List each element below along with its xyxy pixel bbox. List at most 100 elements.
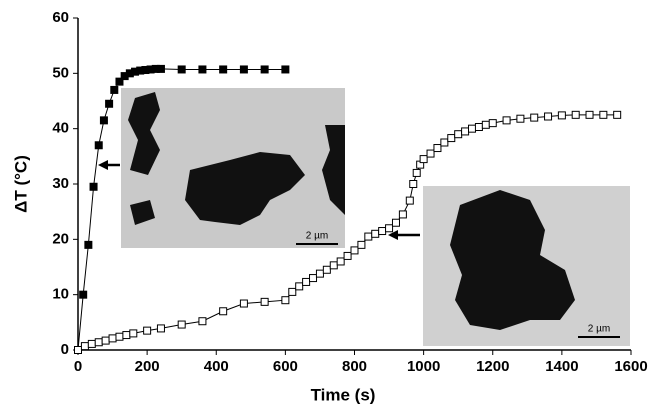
data-point: [143, 326, 152, 335]
data-point: [454, 130, 463, 139]
data-point: [409, 180, 418, 188]
data-point: [239, 299, 248, 308]
data-point: [426, 149, 435, 158]
data-point: [198, 65, 207, 74]
x-tick-label: 0: [74, 358, 82, 375]
data-point: [177, 320, 186, 329]
x-tick-label: 800: [342, 358, 367, 375]
data-point: [613, 110, 622, 119]
data-point: [94, 141, 103, 150]
data-point: [488, 119, 497, 128]
data-point: [474, 123, 483, 132]
particle: [130, 200, 155, 225]
data-point: [295, 282, 304, 291]
data-point: [502, 116, 511, 125]
data-point: [87, 339, 96, 348]
data-point: [336, 257, 345, 266]
inset-1: 2 µm: [121, 88, 345, 248]
particle: [128, 92, 160, 175]
data-point: [405, 196, 414, 205]
arrow-head: [388, 230, 398, 240]
y-tick-label: 0: [61, 341, 69, 358]
data-point: [571, 110, 580, 119]
y-tick-label: 40: [52, 120, 69, 137]
data-point: [122, 331, 131, 340]
data-point: [357, 240, 366, 249]
arrow-head: [98, 160, 108, 170]
data-point: [115, 77, 124, 86]
data-point: [288, 287, 297, 296]
data-point: [419, 155, 428, 164]
scale-label: 2 µm: [588, 324, 610, 335]
arrows: [98, 160, 420, 240]
data-point: [260, 297, 269, 306]
data-point: [110, 85, 119, 94]
x-tick-label: 400: [204, 358, 229, 375]
data-point: [129, 329, 138, 338]
data-point: [281, 65, 290, 74]
data-point: [80, 342, 89, 351]
data-point: [315, 269, 324, 278]
data-point: [99, 116, 108, 125]
data-point: [79, 290, 88, 299]
data-point: [156, 324, 165, 333]
data-point: [260, 65, 269, 74]
data-point: [309, 274, 318, 283]
x-tick-label: 1200: [476, 358, 509, 375]
data-point: [219, 65, 228, 74]
data-point: [239, 65, 248, 74]
x-tick-label: 1600: [614, 358, 647, 375]
y-tick-label: 30: [52, 175, 69, 192]
data-point: [322, 265, 331, 274]
y-tick-label: 60: [52, 9, 69, 26]
data-point: [350, 246, 359, 255]
data-point: [302, 277, 311, 286]
particle: [322, 125, 345, 215]
data-point: [412, 168, 421, 177]
data-point: [108, 334, 117, 343]
data-point: [84, 240, 93, 249]
data-point: [398, 210, 407, 219]
data-point: [516, 114, 525, 123]
data-point: [447, 134, 456, 143]
x-tick-label: 1000: [407, 358, 440, 375]
data-point: [74, 346, 82, 354]
data-point: [364, 232, 373, 241]
data-point: [89, 182, 98, 191]
data-point: [219, 307, 228, 316]
x-tick-label: 600: [273, 358, 298, 375]
data-point: [440, 138, 449, 147]
data-point: [115, 332, 124, 341]
inset-2: 2 µm: [423, 186, 630, 346]
particle: [450, 190, 575, 330]
y-tick-label: 50: [52, 64, 69, 81]
x-tick-label: 1400: [545, 358, 578, 375]
data-point: [544, 112, 553, 121]
data-point: [105, 99, 114, 108]
data-point: [433, 144, 442, 153]
y-tick-label: 10: [52, 286, 69, 303]
data-point: [530, 113, 539, 122]
y-axis-label: ΔT (°C): [11, 155, 30, 213]
data-point: [557, 111, 566, 120]
data-point: [391, 218, 400, 227]
data-point: [599, 110, 608, 119]
x-tick-label: 200: [135, 358, 160, 375]
data-point: [481, 120, 490, 129]
data-point: [371, 229, 380, 238]
data-point: [585, 110, 594, 119]
data-point: [461, 127, 470, 136]
data-point: [94, 338, 103, 347]
data-point: [198, 317, 207, 326]
x-axis-label: Time (s): [311, 385, 376, 404]
y-tick-label: 20: [52, 230, 69, 247]
data-point: [378, 227, 387, 236]
data-point: [281, 296, 290, 305]
data-point: [177, 65, 186, 74]
data-point: [343, 251, 352, 260]
data-point: [329, 261, 338, 270]
particle: [185, 152, 305, 225]
data-point: [156, 64, 165, 73]
scale-label: 2 µm: [306, 231, 328, 242]
